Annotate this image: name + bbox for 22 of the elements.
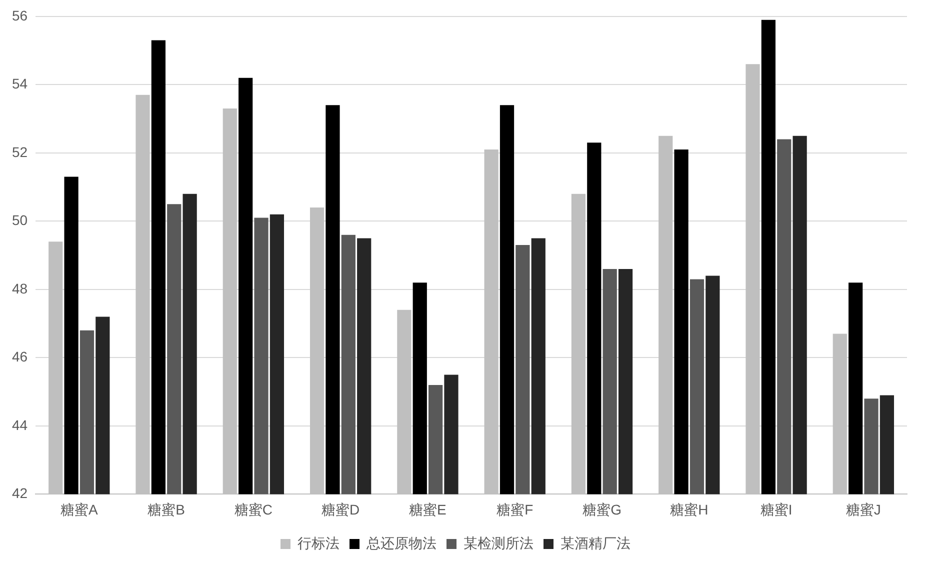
y-tick-label: 48 — [12, 280, 28, 296]
legend-label: 某酒精厂法 — [560, 534, 630, 551]
x-tick-label: 糖蜜E — [409, 501, 446, 518]
y-tick-label: 52 — [12, 144, 28, 160]
x-tick-label: 糖蜜H — [670, 501, 708, 518]
legend-label: 行标法 — [298, 534, 340, 551]
legend-label: 某检测所法 — [464, 534, 534, 551]
x-tick-label: 糖蜜I — [760, 501, 792, 518]
y-tick-label: 44 — [12, 416, 28, 433]
legend-label: 总还原物法 — [366, 534, 436, 551]
x-tick-label: 糖蜜J — [846, 501, 881, 518]
y-tick-label: 56 — [12, 7, 28, 24]
x-tick-label: 糖蜜F — [496, 501, 534, 518]
y-tick-label: 46 — [12, 348, 28, 365]
x-tick-label: 糖蜜C — [234, 501, 272, 518]
y-tick-label: 54 — [12, 76, 28, 92]
y-tick-label: 50 — [12, 212, 28, 228]
y-tick-label: 42 — [12, 485, 28, 502]
x-tick-label: 糖蜜B — [148, 501, 185, 518]
x-tick-label: 糖蜜G — [582, 501, 622, 518]
x-tick-label: 糖蜜A — [60, 501, 98, 518]
x-tick-label: 糖蜜D — [322, 501, 360, 518]
